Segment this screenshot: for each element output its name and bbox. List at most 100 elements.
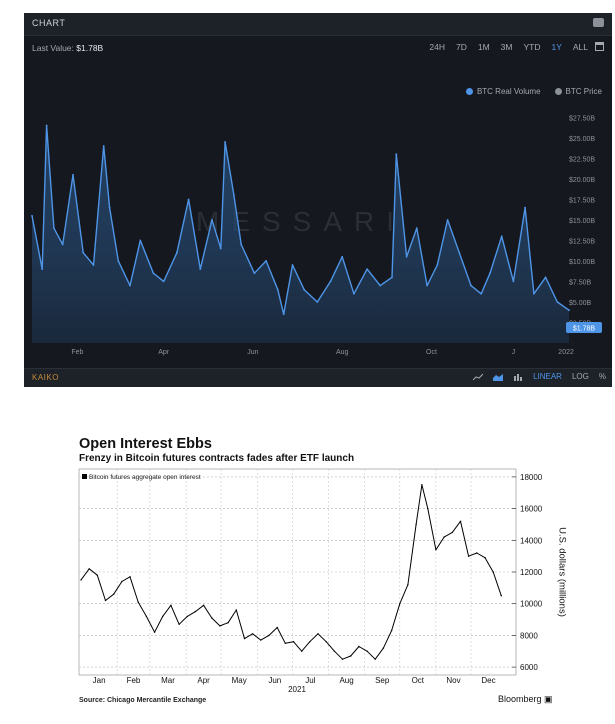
open-interest-point-43 bbox=[427, 507, 429, 510]
volume-point-25 bbox=[276, 288, 279, 291]
open-interest-point-14 bbox=[194, 610, 197, 613]
scale-log-button[interactable]: LOG bbox=[571, 372, 589, 381]
range-3m-button[interactable]: 3M bbox=[500, 42, 513, 52]
volume-point-15 bbox=[176, 251, 178, 254]
open-interest-point-27 bbox=[301, 650, 303, 652]
open-interest-point-6 bbox=[129, 576, 131, 578]
x-tick-label-sep: Sep bbox=[375, 676, 390, 685]
open-interest-point-0 bbox=[80, 579, 82, 581]
open-interest-point-10 bbox=[162, 615, 164, 618]
last-value-readout: Last Value: $1.78B bbox=[32, 43, 103, 53]
chart-type-toolbar: LINEAR LOG % bbox=[473, 372, 606, 381]
x-tick-label-feb: Feb bbox=[127, 676, 141, 685]
x-tick-label-top-3: Aug bbox=[336, 349, 349, 356]
volume-point-42 bbox=[458, 251, 461, 254]
volume-point-17 bbox=[199, 268, 202, 270]
volume-point-41 bbox=[446, 219, 449, 221]
open-interest-point-4 bbox=[113, 593, 115, 595]
open-interest-point-36 bbox=[374, 658, 376, 660]
open-interest-point-49 bbox=[476, 552, 478, 554]
volume-point-49 bbox=[533, 292, 535, 295]
open-interest-point-26 bbox=[292, 641, 295, 643]
open-interest-point-19 bbox=[235, 609, 237, 611]
open-interest-point-32 bbox=[341, 658, 344, 660]
legend-dot-btc-price bbox=[554, 88, 562, 95]
x-tick-label-may: May bbox=[232, 676, 247, 685]
volume-point-50 bbox=[544, 276, 547, 279]
open-interest-point-24 bbox=[276, 626, 278, 629]
open-interest-point-51 bbox=[492, 571, 494, 573]
volume-point-24 bbox=[265, 260, 267, 262]
bloomberg-logo: Bloomberg ▣ bbox=[498, 694, 553, 705]
range-1m-button[interactable]: 1M bbox=[477, 42, 490, 52]
open-interest-subtitle: Frenzy in Bitcoin futures contracts fade… bbox=[79, 453, 355, 464]
volume-point-16 bbox=[187, 198, 190, 201]
open-interest-point-12 bbox=[178, 623, 180, 625]
open-interest-point-35 bbox=[366, 650, 368, 652]
open-interest-point-50 bbox=[484, 557, 486, 559]
legend-label-btc-price: BTC Price bbox=[565, 87, 602, 96]
legend-label-open-interest: Bitcoin futures aggregate open interest bbox=[89, 474, 201, 481]
time-range-selector: 24H 7D 1M 3M YTD 1Y ALL bbox=[429, 42, 588, 52]
camera-icon[interactable] bbox=[593, 18, 604, 27]
legend-item-btc-price[interactable]: BTC Price bbox=[554, 87, 602, 96]
legend-item-btc-real-volume[interactable]: BTC Real Volume bbox=[465, 87, 541, 96]
open-interest-point-15 bbox=[202, 604, 205, 606]
range-ytd-button[interactable]: YTD bbox=[523, 42, 541, 52]
calendar-icon[interactable] bbox=[595, 42, 604, 51]
x-tick-label-top-0: Feb bbox=[71, 349, 83, 356]
open-interest-point-40 bbox=[407, 584, 409, 586]
y-tick-label-3: 12000 bbox=[520, 568, 543, 577]
x-tick-label-top-4: Oct bbox=[426, 349, 437, 356]
y-tick-label-1: 8000 bbox=[520, 631, 538, 640]
scale-linear-button[interactable]: LINEAR bbox=[533, 372, 562, 381]
range-1y-button[interactable]: 1Y bbox=[551, 42, 562, 52]
volume-point-5 bbox=[72, 173, 74, 176]
chart-footer: KAIKO LINEAR LOG % bbox=[24, 368, 612, 387]
volume-chart-panel: CHART Last Value: $1.78B 24H 7D 1M 3M YT… bbox=[24, 13, 612, 387]
open-interest-point-23 bbox=[268, 634, 270, 637]
volume-point-14 bbox=[162, 280, 165, 283]
volume-point-22 bbox=[240, 243, 243, 246]
open-interest-point-8 bbox=[145, 615, 148, 618]
volume-chart-plot: MESSARI $2.50B$5.00B$7.50B$10.00B$12.50B… bbox=[31, 115, 602, 356]
range-all-button[interactable]: ALL bbox=[572, 42, 588, 52]
volume-point-35 bbox=[391, 276, 393, 279]
volume-point-38 bbox=[415, 227, 418, 230]
legend-dot-btc-real-volume bbox=[465, 88, 473, 95]
volume-point-21 bbox=[233, 194, 235, 197]
range-7d-button[interactable]: 7D bbox=[455, 42, 467, 52]
y-axis-label: U.S. dollars (millions) bbox=[556, 527, 568, 617]
x-tick-label-mar: Mar bbox=[161, 676, 175, 685]
open-interest-point-11 bbox=[170, 604, 172, 606]
volume-point-10 bbox=[117, 260, 120, 262]
open-interest-point-34 bbox=[358, 645, 360, 648]
y-tick-label-2: 10000 bbox=[520, 600, 543, 609]
scale-percent-button[interactable]: % bbox=[598, 372, 606, 381]
open-interest-point-5 bbox=[121, 580, 123, 583]
range-24h-button[interactable]: 24H bbox=[429, 42, 445, 52]
chart-header: CHART bbox=[24, 13, 612, 36]
open-interest-point-37 bbox=[382, 647, 385, 649]
bar-chart-icon[interactable] bbox=[513, 373, 523, 381]
volume-point-46 bbox=[500, 235, 503, 238]
volume-point-36 bbox=[395, 153, 398, 156]
volume-point-20 bbox=[224, 141, 227, 143]
y-tick-label-top-6: $17.50B bbox=[569, 197, 595, 204]
legend-label-btc-real-volume: BTC Real Volume bbox=[476, 87, 541, 96]
open-interest-point-47 bbox=[459, 520, 462, 522]
open-interest-point-46 bbox=[451, 531, 453, 534]
open-interest-point-13 bbox=[186, 615, 188, 618]
area-chart-icon[interactable] bbox=[493, 373, 504, 381]
volume-point-32 bbox=[353, 292, 355, 295]
y-tick-label-top-10: $27.50B bbox=[569, 115, 595, 122]
line-chart-icon[interactable] bbox=[473, 373, 484, 381]
x-tick-label-oct: Oct bbox=[412, 676, 425, 685]
open-interest-point-16 bbox=[211, 617, 213, 619]
y-tick-label-top-9: $25.00B bbox=[569, 136, 595, 143]
y-tick-label-top-3: $10.00B bbox=[569, 259, 595, 266]
volume-point-18 bbox=[211, 219, 213, 221]
volume-point-13 bbox=[152, 272, 155, 275]
volume-point-27 bbox=[291, 264, 294, 266]
